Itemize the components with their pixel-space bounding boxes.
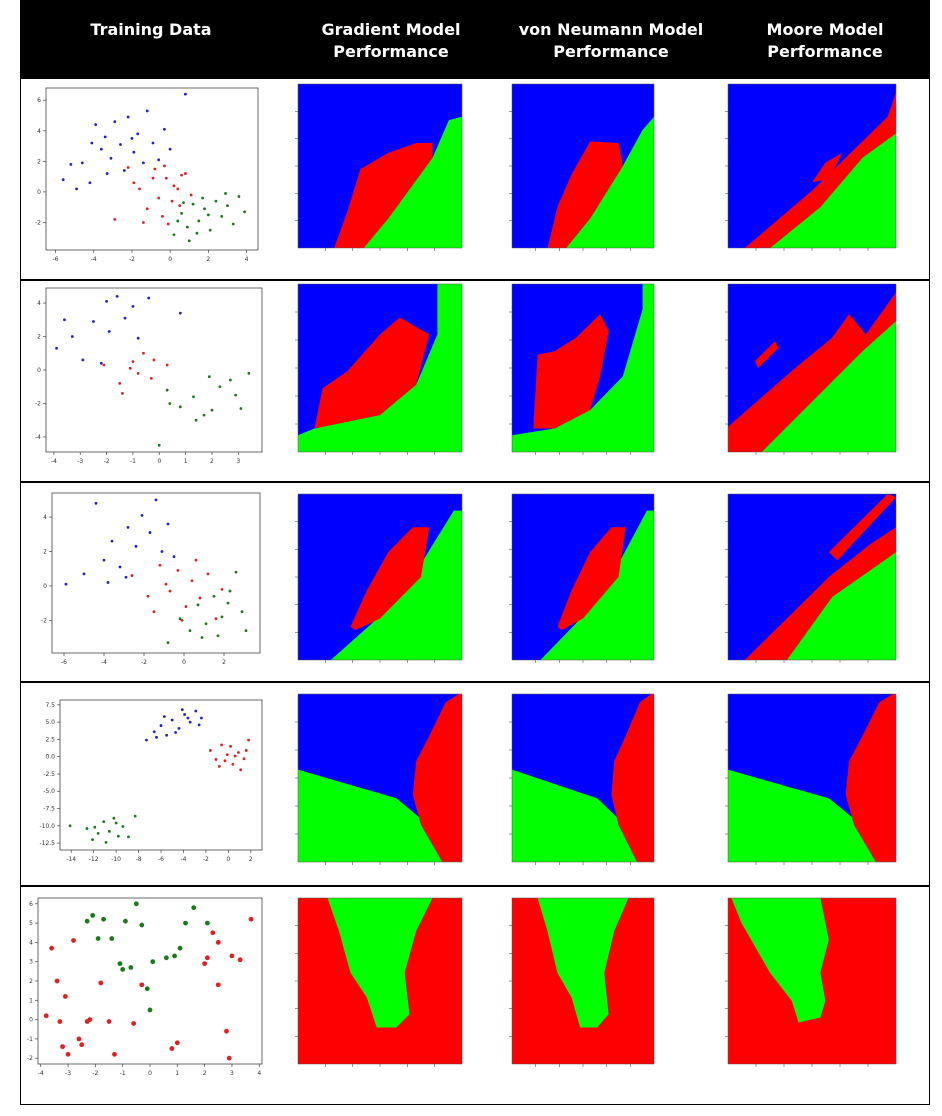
row-divider [21,481,929,483]
row-divider [21,885,929,887]
row-divider [21,279,929,281]
header-gradient-model: Gradient Model Performance [321,20,461,61]
results-table: Training Data Gradient Model Performance… [20,0,930,1105]
row-divider [21,681,929,683]
header-moore-model: Moore Model Performance [766,20,884,61]
header-training-data: Training Data [90,20,212,39]
header-von-neumann-model: von Neumann Model Performance [518,20,704,61]
header-row: Training Data Gradient Model Performance… [21,1,929,79]
